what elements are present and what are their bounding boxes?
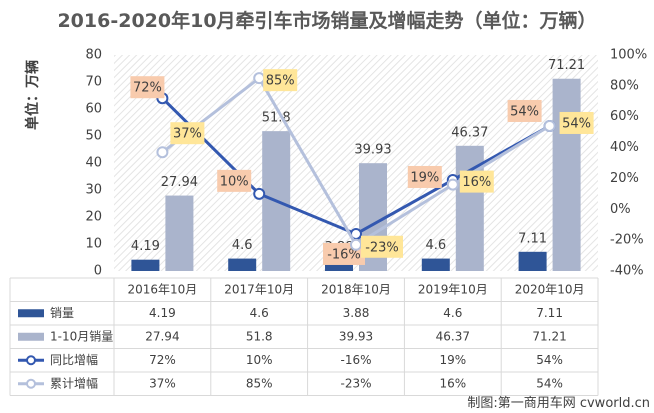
yoy-growth-label-bg [217, 169, 252, 192]
bar-data-label: 7.11 [518, 231, 547, 246]
bar-data-label: 39.93 [354, 143, 391, 158]
y2-tick-label: -20% [610, 233, 644, 248]
bar-data-label: 71.21 [548, 58, 585, 73]
legend-swatch [18, 332, 44, 341]
cumulative-growth-label: 85% [266, 74, 295, 89]
table-cell: 7.11 [536, 306, 563, 320]
y2-tick-label: 60% [610, 109, 639, 124]
y-tick-label: 0 [94, 264, 102, 279]
yoy-growth-label: 54% [510, 104, 539, 119]
bar-monthly-sales [228, 258, 257, 271]
y-tick-label: 70 [85, 75, 102, 90]
table-cell: 54% [536, 353, 563, 367]
legend-swatch [18, 309, 44, 318]
y2-tick-label: 0% [610, 202, 631, 217]
y2-tick-label: 100% [610, 48, 647, 63]
x-tick-label: 2019年10月 [418, 282, 488, 296]
y-tick-label: 20 [85, 210, 102, 225]
bar-monthly-sales [325, 260, 353, 271]
y-tick-label: 10 [85, 237, 102, 252]
table-cell: 51.8 [246, 329, 273, 343]
y-tick-label: 50 [85, 129, 102, 144]
y2-tick-label: 80% [610, 78, 639, 93]
y2-tick-label: -40% [610, 264, 644, 279]
bar-cumulative-sales [165, 195, 194, 271]
cumulative-growth-label-bg [459, 170, 494, 193]
table-cell: 54% [536, 376, 563, 390]
yoy-growth-label: 72% [133, 81, 162, 96]
legend-label: 累计增幅 [50, 375, 98, 390]
cumulative-growth-label-bg [361, 235, 403, 258]
legend-marker [26, 355, 36, 366]
cumulative-growth-label: 37% [173, 127, 202, 142]
cumulative-growth-label: 16% [462, 175, 491, 190]
cumulative-growth-marker [253, 72, 266, 85]
bar-data-label: 46.37 [451, 125, 488, 140]
table-cell: 4.19 [149, 306, 176, 320]
table-cell: 39.93 [339, 329, 373, 343]
cumulative-growth-marker [156, 146, 169, 159]
y-tick-label: 80 [85, 48, 102, 63]
bar-monthly-sales [131, 259, 160, 271]
bar-cumulative-sales [552, 78, 581, 271]
cumulative-growth-marker [446, 178, 459, 191]
table-cell: 4.6 [443, 306, 462, 320]
x-tick-label: 2020年10月 [515, 282, 585, 296]
x-tick-label: 2017年10月 [224, 282, 294, 296]
chart-title: 2016-2020年10月牵引车市场销量及增幅走势（单位：万辆） [57, 10, 597, 32]
yoy-growth-label: 10% [220, 174, 249, 189]
table-cell: 72% [149, 353, 176, 367]
bar-data-label: 4.19 [131, 239, 160, 254]
cumulative-growth-label-bg [263, 69, 298, 92]
table-cell: 71.21 [532, 329, 566, 343]
bar-monthly-sales [518, 251, 547, 271]
cumulative-growth-label: -23% [365, 240, 399, 255]
footer-credit: 制图:第一商用车网 cvworld.cn [467, 396, 650, 411]
bar-data-label: 27.94 [161, 175, 198, 190]
table-cell: 46.37 [436, 329, 470, 343]
cumulative-growth-marker [543, 119, 556, 132]
bar-monthly-sales [421, 258, 450, 271]
y-tick-label: 30 [85, 183, 102, 198]
yoy-growth-marker [253, 187, 266, 200]
bar-data-label: 4.6 [232, 238, 253, 253]
legend-marker [26, 378, 36, 389]
yoy-growth-label-bg [130, 76, 165, 99]
y2-tick-label: 20% [610, 171, 639, 186]
table-cell: 37% [149, 376, 176, 390]
table-cell: 85% [246, 376, 273, 390]
cumulative-growth-label-bg [559, 111, 594, 134]
y2-tick-label: 40% [610, 140, 639, 155]
bar-data-label: 4.6 [425, 238, 446, 253]
table-cell: -16% [340, 353, 371, 367]
y-tick-label: 40 [85, 156, 102, 171]
table-cell: 10% [246, 353, 273, 367]
x-tick-label: 2016年10月 [127, 282, 197, 296]
x-tick-label: 2018年10月 [321, 282, 391, 296]
cumulative-growth-marker [350, 238, 362, 251]
cumulative-growth-label-bg [170, 122, 205, 145]
legend-label: 销量 [50, 306, 74, 320]
legend-label: 同比增幅 [50, 352, 98, 367]
table-cell: -23% [340, 376, 371, 390]
table-cell: 3.88 [343, 306, 370, 320]
yoy-growth-label: -16% [327, 247, 361, 262]
yoy-growth-label: 19% [410, 170, 439, 185]
legend-label: 1-10月销量 [50, 329, 113, 343]
yoy-growth-label-bg [507, 99, 542, 122]
table-cell: 27.94 [145, 329, 179, 343]
yoy-growth-label-bg [407, 165, 442, 188]
table-cell: 4.6 [250, 306, 269, 320]
table-cell: 16% [439, 376, 466, 390]
table-cell: 19% [439, 353, 466, 367]
y-tick-label: 60 [85, 102, 102, 117]
cumulative-growth-label: 54% [562, 116, 591, 131]
